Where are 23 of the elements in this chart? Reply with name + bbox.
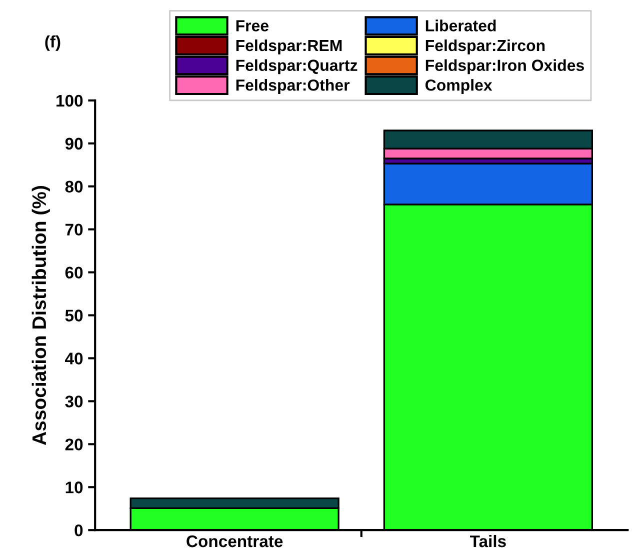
y-tick-label: 30 bbox=[65, 396, 83, 408]
y-tick-label: 100 bbox=[56, 94, 83, 107]
x-tick-label: Tails bbox=[470, 534, 506, 548]
x-tick-label: Concentrate bbox=[186, 535, 283, 548]
y-tick-label: 80 bbox=[65, 180, 83, 193]
legend-label: Feldspar:Quartz bbox=[236, 59, 358, 74]
y-tick-label: 60 bbox=[65, 266, 83, 279]
y-tick-label: 10 bbox=[66, 482, 83, 494]
y-tick-label: 50 bbox=[65, 310, 83, 322]
legend-label: Feldspar:Other bbox=[236, 79, 350, 94]
y-tick-label: 90 bbox=[65, 138, 83, 150]
y-tick-label: 40 bbox=[65, 352, 83, 364]
text: (f) bbox=[45, 35, 60, 51]
y-tick-label: 0 bbox=[74, 524, 83, 536]
legend-label: Free bbox=[236, 20, 268, 32]
legend-label: Complex bbox=[426, 79, 492, 94]
y-tick-label: 20 bbox=[65, 438, 83, 450]
legend-label: Feldspar:Zircon bbox=[426, 39, 545, 54]
legend-label: Feldspar:REM bbox=[236, 39, 342, 54]
legend-label: Liberated bbox=[426, 20, 496, 32]
y-tick-label: 70 bbox=[65, 224, 83, 236]
legend-label: Feldspar:Iron Oxides bbox=[426, 59, 584, 74]
y-axis-title: Association Distribution (%) bbox=[32, 186, 50, 445]
